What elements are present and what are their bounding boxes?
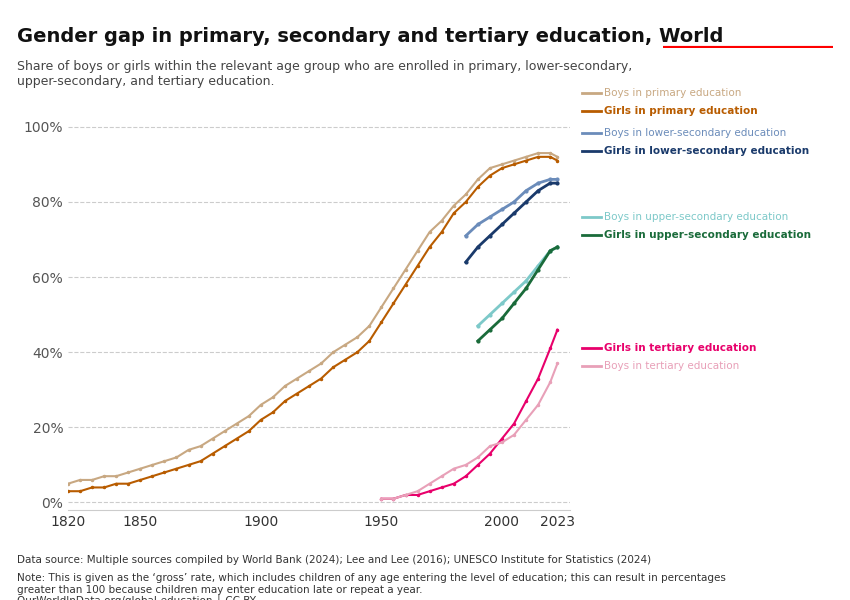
Text: Gender gap in primary, secondary and tertiary education, World: Gender gap in primary, secondary and ter… [17,27,723,46]
Text: OurWorldInData.org/global-education │ CC BY: OurWorldInData.org/global-education │ CC… [17,594,256,600]
Text: Girls in tertiary education: Girls in tertiary education [604,343,756,353]
Text: Boys in lower-secondary education: Boys in lower-secondary education [604,128,785,138]
Text: Girls in upper-secondary education: Girls in upper-secondary education [604,230,811,240]
Text: Boys in upper-secondary education: Boys in upper-secondary education [604,212,788,222]
Text: Our World: Our World [717,18,779,28]
Text: in Data: in Data [726,32,770,43]
Text: Note: This is given as the ‘gross’ rate, which includes children of any age ente: Note: This is given as the ‘gross’ rate,… [17,573,726,595]
Text: Data source: Multiple sources compiled by World Bank (2024); Lee and Lee (2016);: Data source: Multiple sources compiled b… [17,555,651,565]
Text: Boys in primary education: Boys in primary education [604,88,741,98]
Text: Girls in lower-secondary education: Girls in lower-secondary education [604,146,808,156]
Text: Boys in tertiary education: Boys in tertiary education [604,361,739,371]
Text: Share of boys or girls within the relevant age group who are enrolled in primary: Share of boys or girls within the releva… [17,60,632,88]
Text: Girls in primary education: Girls in primary education [604,106,757,116]
